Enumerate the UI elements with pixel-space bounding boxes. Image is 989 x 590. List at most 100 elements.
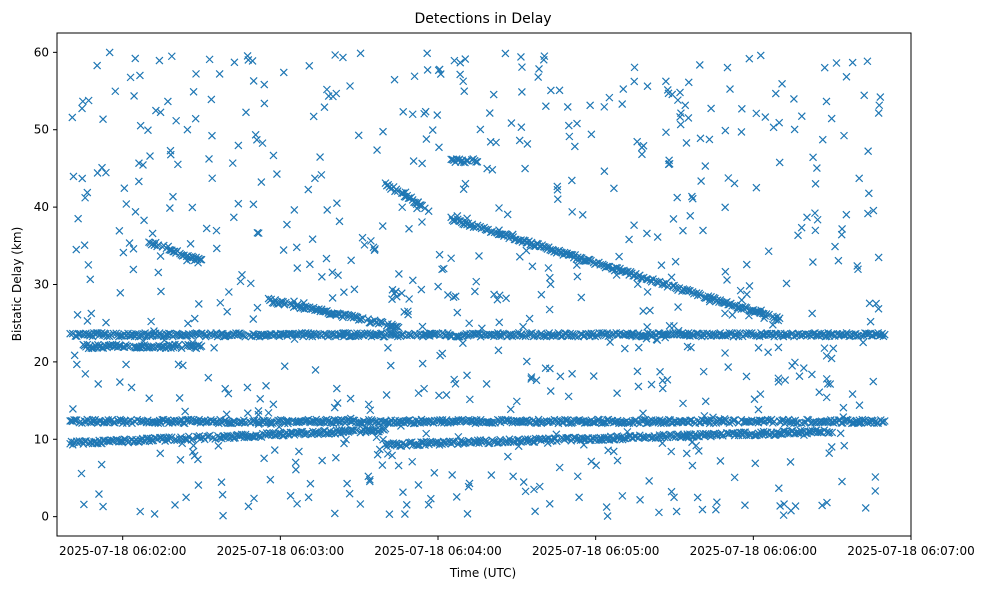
detection-marker (88, 415, 97, 424)
detection-marker (495, 226, 503, 235)
detection-marker (745, 282, 754, 290)
detection-marker (258, 139, 267, 148)
detection-marker (364, 400, 373, 409)
detection-marker (774, 484, 783, 493)
detection-marker (84, 96, 93, 105)
detection-marker (80, 241, 89, 250)
detection-marker (95, 490, 103, 499)
detection-marker (698, 505, 707, 514)
detection-marker (435, 143, 443, 152)
detection-marker (775, 158, 784, 167)
detection-marker (822, 351, 831, 360)
detection-marker (448, 471, 457, 479)
detection-marker (863, 57, 872, 66)
detection-marker (208, 330, 217, 339)
detection-marker (688, 438, 696, 447)
detection-marker (193, 455, 202, 464)
detection-marker (811, 179, 820, 188)
detection-marker (874, 253, 883, 262)
detection-marker (190, 314, 199, 323)
detection-marker (373, 450, 382, 459)
detection-marker (855, 174, 864, 183)
detection-marker (116, 437, 125, 446)
detection-marker (545, 273, 554, 282)
detection-marker (486, 137, 495, 146)
detection-marker (623, 427, 632, 436)
detection-marker (623, 329, 632, 338)
detection-marker (786, 458, 795, 466)
detection-marker (633, 280, 642, 289)
detection-marker (459, 185, 468, 194)
detection-marker (578, 210, 587, 219)
detection-marker (145, 394, 154, 403)
detection-marker (521, 164, 529, 173)
detection-marker (438, 265, 447, 274)
detection-marker (148, 229, 157, 238)
detection-marker (456, 70, 465, 79)
detection-marker (576, 417, 585, 425)
detection-marker (205, 155, 213, 163)
detection-marker (880, 417, 889, 425)
detection-marker (173, 160, 182, 169)
detection-marker (482, 380, 491, 388)
detection-marker (339, 288, 348, 297)
detection-marker (194, 258, 203, 267)
detection-marker (600, 167, 609, 176)
detection-marker (822, 393, 831, 402)
detection-marker (229, 213, 238, 222)
detection-marker (378, 461, 387, 470)
detection-marker (754, 343, 763, 352)
y-axis-ticks: 0 10 20 30 40 50 60 (34, 45, 57, 524)
detection-marker (737, 296, 746, 304)
detection-marker (692, 329, 701, 338)
detection-marker (639, 409, 647, 418)
detection-marker (254, 420, 263, 428)
detection-marker (294, 418, 302, 426)
detection-marker (840, 441, 849, 450)
detection-marker (465, 395, 474, 404)
detection-marker (555, 86, 564, 95)
detection-marker (625, 235, 633, 244)
detection-marker (390, 75, 399, 84)
detection-marker (564, 121, 573, 130)
detection-marker (487, 471, 496, 479)
detection-marker (475, 252, 483, 260)
detection-marker (517, 123, 526, 132)
detection-marker (653, 233, 662, 241)
detection-marker (420, 384, 429, 393)
detection-marker (630, 63, 639, 72)
detection-marker (323, 205, 332, 214)
detection-marker (175, 340, 183, 349)
detection-marker (653, 336, 662, 345)
detection-marker (291, 458, 300, 467)
detection-marker (346, 414, 355, 423)
detection-marker (317, 170, 326, 179)
detection-marker (421, 107, 430, 116)
detection-marker (853, 262, 862, 270)
detection-marker (760, 314, 769, 323)
detection-marker (144, 126, 152, 135)
detection-marker (379, 127, 387, 136)
detection-marker (221, 384, 230, 393)
detection-marker (70, 351, 79, 360)
detection-marker (458, 339, 467, 348)
detection-marker (260, 99, 269, 108)
y-tick-label: 30 (34, 278, 49, 292)
detection-marker (409, 157, 418, 166)
detection-marker (546, 86, 555, 95)
detection-marker (880, 330, 889, 339)
detection-marker (776, 502, 785, 510)
detection-marker (156, 252, 165, 260)
x-tick-label: 2025-07-18 06:04:00 (374, 544, 501, 558)
detection-marker (330, 403, 339, 412)
detection-marker (701, 162, 710, 171)
detection-marker (800, 431, 808, 440)
detection-marker (188, 434, 197, 443)
detection-marker (219, 511, 227, 520)
detection-marker (553, 195, 562, 204)
detection-marker (655, 508, 663, 517)
detection-marker (799, 364, 808, 372)
detection-marker (452, 492, 461, 501)
detection-marker (829, 344, 838, 353)
detection-marker (126, 332, 135, 341)
